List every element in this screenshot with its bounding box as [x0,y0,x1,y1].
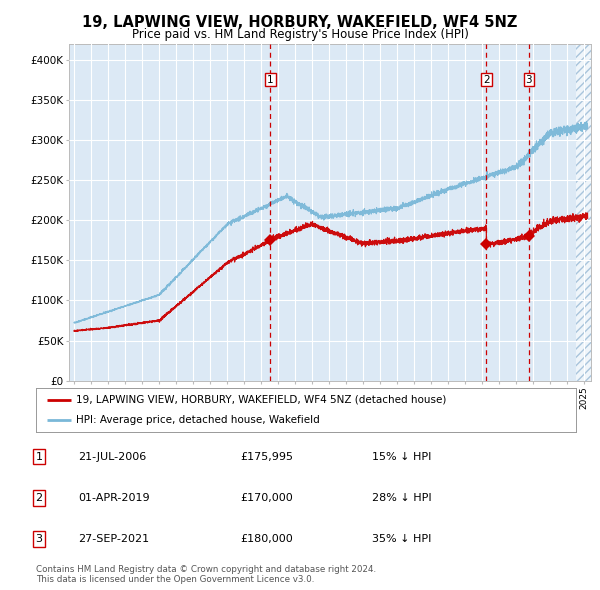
Text: 2: 2 [35,493,43,503]
Text: 1: 1 [267,74,274,84]
Text: 2: 2 [483,74,490,84]
Text: £170,000: £170,000 [240,493,293,503]
Text: 15% ↓ HPI: 15% ↓ HPI [372,452,431,461]
Bar [575,44,599,381]
Text: This data is licensed under the Open Government Licence v3.0.: This data is licensed under the Open Gov… [36,575,314,584]
Text: 3: 3 [35,535,43,544]
Text: 3: 3 [526,74,532,84]
Text: 19, LAPWING VIEW, HORBURY, WAKEFIELD, WF4 5NZ: 19, LAPWING VIEW, HORBURY, WAKEFIELD, WF… [82,15,518,30]
Text: Price paid vs. HM Land Registry's House Price Index (HPI): Price paid vs. HM Land Registry's House … [131,28,469,41]
Text: HPI: Average price, detached house, Wakefield: HPI: Average price, detached house, Wake… [77,415,320,425]
Text: £175,995: £175,995 [240,452,293,461]
Text: 27-SEP-2021: 27-SEP-2021 [78,535,149,544]
Text: 01-APR-2019: 01-APR-2019 [78,493,149,503]
Text: 19, LAPWING VIEW, HORBURY, WAKEFIELD, WF4 5NZ (detached house): 19, LAPWING VIEW, HORBURY, WAKEFIELD, WF… [77,395,447,405]
Text: 28% ↓ HPI: 28% ↓ HPI [372,493,431,503]
Bar [575,44,599,381]
Text: Contains HM Land Registry data © Crown copyright and database right 2024.: Contains HM Land Registry data © Crown c… [36,565,376,574]
Text: £180,000: £180,000 [240,535,293,544]
Text: 35% ↓ HPI: 35% ↓ HPI [372,535,431,544]
Text: 21-JUL-2006: 21-JUL-2006 [78,452,146,461]
Text: 1: 1 [35,452,43,461]
